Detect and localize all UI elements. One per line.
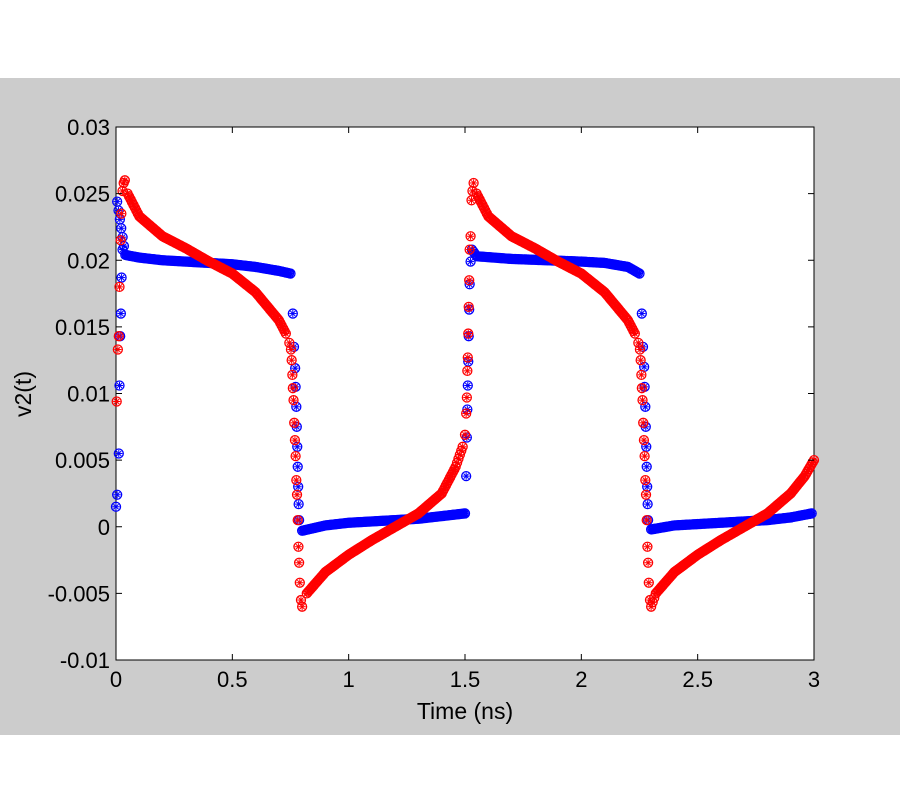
x-tick-label: 0 [110, 667, 122, 692]
data-point [635, 355, 646, 366]
y-tick-label: 0.025 [55, 182, 110, 207]
data-point [462, 380, 473, 391]
data-point [459, 508, 471, 519]
data-point [114, 380, 125, 391]
data-point [293, 498, 304, 510]
data-point [296, 601, 308, 612]
data-point [116, 208, 127, 219]
data-point [462, 352, 473, 363]
data-point [293, 557, 305, 568]
data-point [285, 344, 297, 355]
data-point [640, 474, 651, 486]
data-point [113, 448, 124, 459]
data-point [289, 417, 300, 428]
data-point [114, 214, 126, 225]
x-axis-label: Time (ns) [417, 698, 513, 724]
data-point [290, 450, 301, 462]
data-point [289, 434, 301, 446]
data-point [113, 331, 124, 342]
data-point [641, 514, 652, 526]
data-point [280, 328, 291, 339]
data-point [457, 441, 468, 452]
series-red [111, 175, 820, 612]
x-tick-label: 3 [808, 667, 820, 692]
data-point [293, 541, 304, 552]
data-point [115, 308, 127, 319]
y-axis: -0.01 -0.005 0 0.005 0.01 0.015 0.02 0.025 0.03 [48, 115, 814, 673]
data-point [287, 383, 298, 394]
y-tick-label: 0.03 [67, 115, 110, 140]
y-tick-label: 0 [98, 515, 110, 540]
y-tick-label: -0.005 [48, 581, 110, 606]
data-point [468, 177, 479, 189]
data-point [292, 514, 303, 526]
figure-window: 0 0.5 1 1.5 2 2.5 3 -0.01 -0.005 0 0.005 0.01 0.015… [0, 78, 900, 735]
data-point [642, 541, 653, 552]
data-point [640, 489, 652, 500]
data-point [286, 355, 297, 366]
data-point [112, 196, 123, 207]
data-point [464, 275, 475, 286]
data-point [634, 344, 646, 355]
data-point [643, 577, 654, 588]
data-point [641, 461, 652, 472]
data-point [112, 344, 124, 355]
data-point [634, 268, 645, 279]
data-point [291, 474, 302, 486]
x-tick-label: 2.5 [682, 667, 713, 692]
data-point [636, 369, 647, 380]
data-point [461, 392, 473, 403]
y-tick-label: 0.01 [67, 382, 110, 407]
data-point [294, 577, 305, 588]
data-point [110, 501, 122, 512]
y-tick-label: 0.02 [67, 248, 110, 273]
data-point [642, 498, 653, 510]
data-point [111, 396, 122, 407]
data-point [637, 395, 648, 406]
y-tick-label: -0.01 [60, 648, 110, 673]
y-axis-label: v2(t) [10, 371, 36, 417]
data-point [463, 301, 474, 313]
data-point [287, 308, 298, 319]
data-point [461, 470, 472, 482]
data-point [636, 383, 647, 394]
data-point [291, 489, 303, 500]
chart-svg: 0 0.5 1 1.5 2 2.5 3 -0.01 -0.005 0 0.005 0.01 0.015… [10, 115, 820, 724]
data-point [629, 328, 640, 339]
data-point [636, 308, 647, 319]
data-point [112, 489, 123, 500]
data-point [639, 450, 650, 462]
data-point [119, 175, 130, 186]
y-tick-label: 0.015 [55, 315, 110, 340]
data-point [463, 328, 474, 339]
data-point [464, 244, 475, 255]
data-point [465, 231, 476, 242]
data-point [638, 417, 649, 428]
data-point [116, 223, 127, 234]
data-point [285, 268, 296, 279]
x-tick-label: 0.5 [217, 667, 248, 692]
data-point [638, 434, 650, 446]
x-tick-label: 1 [343, 667, 355, 692]
series-layer [110, 175, 820, 612]
data-point [465, 256, 476, 267]
data-point [462, 365, 473, 376]
data-point [459, 429, 471, 440]
y-tick-label: 0.005 [55, 448, 110, 473]
data-point [117, 185, 128, 197]
data-point [806, 508, 817, 519]
x-tick-label: 1.5 [450, 667, 481, 692]
data-point [292, 461, 303, 472]
x-tick-label: 2 [575, 667, 587, 692]
x-axis: 0 0.5 1 1.5 2 2.5 3 [110, 127, 820, 692]
data-point [287, 369, 298, 380]
data-point [116, 272, 127, 283]
data-point [114, 281, 125, 293]
data-point [642, 557, 654, 568]
data-point [461, 408, 472, 419]
data-point [115, 235, 126, 246]
data-point [288, 395, 299, 406]
